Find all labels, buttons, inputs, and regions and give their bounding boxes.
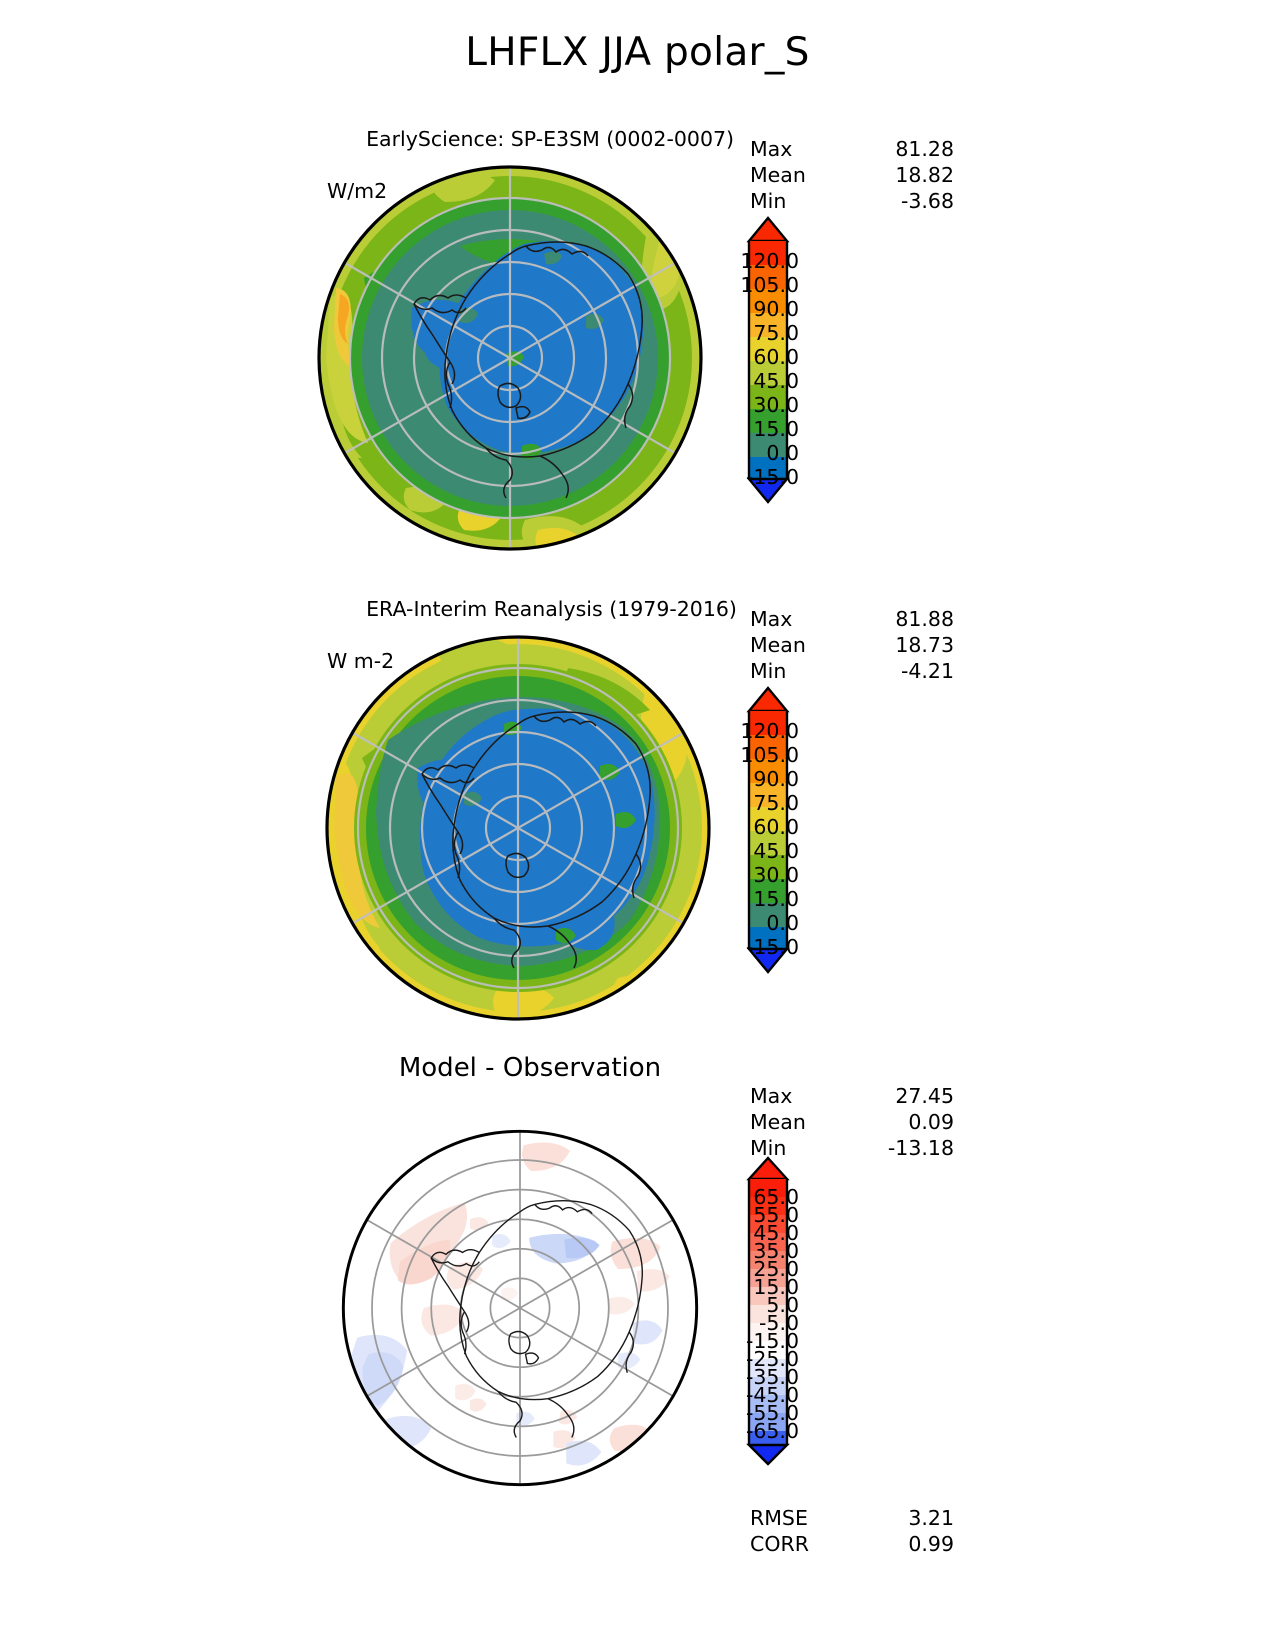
cbar-tick: 55.0 bbox=[753, 1203, 799, 1227]
panel-difference-title: Model - Observation bbox=[398, 1053, 662, 1083]
cbar-tick: -65.0 bbox=[745, 1419, 799, 1443]
cbar-tick: 45.0 bbox=[753, 839, 799, 863]
cbar-tick: 90.0 bbox=[753, 297, 799, 321]
polar-map-difference bbox=[335, 1123, 705, 1493]
stat-key: Min bbox=[750, 1136, 787, 1160]
cbar-tick: -55.0 bbox=[745, 1401, 799, 1425]
colorbar-difference: 65.0 55.0 45.0 35.0 25.0 15.0 5.0 -5.0 -… bbox=[745, 1155, 799, 1467]
panel-model-header-line1: EarlyScience: SP-E3SM (0002-0007) bbox=[366, 127, 735, 151]
cbar-tick: 30.0 bbox=[753, 863, 799, 887]
stat-key: Max bbox=[750, 137, 793, 161]
cbar-tick: 65.0 bbox=[753, 1185, 799, 1209]
stat-value: -4.21 bbox=[900, 659, 954, 683]
cbar-tick: -25.0 bbox=[745, 1347, 799, 1371]
stat-value: -3.68 bbox=[900, 189, 954, 213]
cbar-tick: 5.0 bbox=[766, 1293, 799, 1317]
cbar-tick: 120.0 bbox=[740, 719, 799, 743]
stat-key: Min bbox=[750, 659, 787, 683]
stat-value: 18.82 bbox=[895, 163, 954, 187]
corr-label: CORR bbox=[750, 1532, 809, 1556]
cbar-tick: 75.0 bbox=[753, 321, 799, 345]
rmse-value: 3.21 bbox=[908, 1506, 954, 1530]
cbar-tick: 45.0 bbox=[753, 369, 799, 393]
stat-value: -13.18 bbox=[887, 1136, 954, 1160]
stat-key: Max bbox=[750, 1084, 793, 1108]
polar-map-model bbox=[310, 158, 710, 558]
polar-map-observation bbox=[318, 628, 718, 1028]
page-title: LHFLX JJA polar_S bbox=[465, 30, 810, 75]
rmse-label: RMSE bbox=[750, 1506, 808, 1530]
cbar-tick: -5.0 bbox=[759, 1311, 799, 1335]
cbar-tick: 35.0 bbox=[753, 1239, 799, 1263]
panel-model-header: EarlyScience: SP-E3SM (0002-0007) W/m2 bbox=[327, 100, 734, 256]
cbar-tick: 45.0 bbox=[753, 1221, 799, 1245]
cbar-tick: 105.0 bbox=[740, 743, 799, 767]
cbar-tick: -15.0 bbox=[745, 465, 799, 489]
cbar-tick: 0.0 bbox=[766, 441, 799, 465]
cbar-tick: -15.0 bbox=[745, 1329, 799, 1353]
cbar-tick: 25.0 bbox=[753, 1257, 799, 1281]
cbar-tick: -15.0 bbox=[745, 935, 799, 959]
cbar-tick: 15.0 bbox=[753, 887, 799, 911]
stat-key: Max bbox=[750, 607, 793, 631]
corr-value: 0.99 bbox=[908, 1532, 954, 1556]
cbar-tick: 105.0 bbox=[740, 273, 799, 297]
stat-value: 81.88 bbox=[895, 607, 954, 631]
cbar-tick: -35.0 bbox=[745, 1365, 799, 1389]
stat-key: Mean bbox=[750, 633, 806, 657]
colorbar-observation: 120.0 105.0 90.0 75.0 60.0 45.0 30.0 15.… bbox=[740, 685, 799, 975]
stat-value: 27.45 bbox=[895, 1084, 954, 1108]
panel-model-header-units: W/m2 bbox=[327, 179, 388, 203]
cbar-tick: 0.0 bbox=[766, 911, 799, 935]
cbar-tick: 90.0 bbox=[753, 767, 799, 791]
cbar-tick: -45.0 bbox=[745, 1383, 799, 1407]
colorbar-model: 120.0 105.0 90.0 75.0 60.0 45.0 30.0 15.… bbox=[740, 215, 799, 505]
cbar-tick: 120.0 bbox=[740, 249, 799, 273]
stat-key: Mean bbox=[750, 163, 806, 187]
stat-value: 81.28 bbox=[895, 137, 954, 161]
stat-value: 0.09 bbox=[908, 1110, 954, 1134]
cbar-tick: 30.0 bbox=[753, 393, 799, 417]
stat-value: 18.73 bbox=[895, 633, 954, 657]
panel-observation-header-units: W m-2 bbox=[327, 649, 395, 673]
cbar-tick: 60.0 bbox=[753, 345, 799, 369]
panel-observation-header: ERA-Interim Reanalysis (1979-2016) W m-2 bbox=[327, 570, 737, 726]
cbar-tick: 15.0 bbox=[753, 417, 799, 441]
stat-key: Mean bbox=[750, 1110, 806, 1134]
cbar-tick: 15.0 bbox=[753, 1275, 799, 1299]
panel-observation-header-line1: ERA-Interim Reanalysis (1979-2016) bbox=[366, 597, 737, 621]
cbar-tick: 60.0 bbox=[753, 815, 799, 839]
stat-key: Min bbox=[750, 189, 787, 213]
cbar-tick: 75.0 bbox=[753, 791, 799, 815]
